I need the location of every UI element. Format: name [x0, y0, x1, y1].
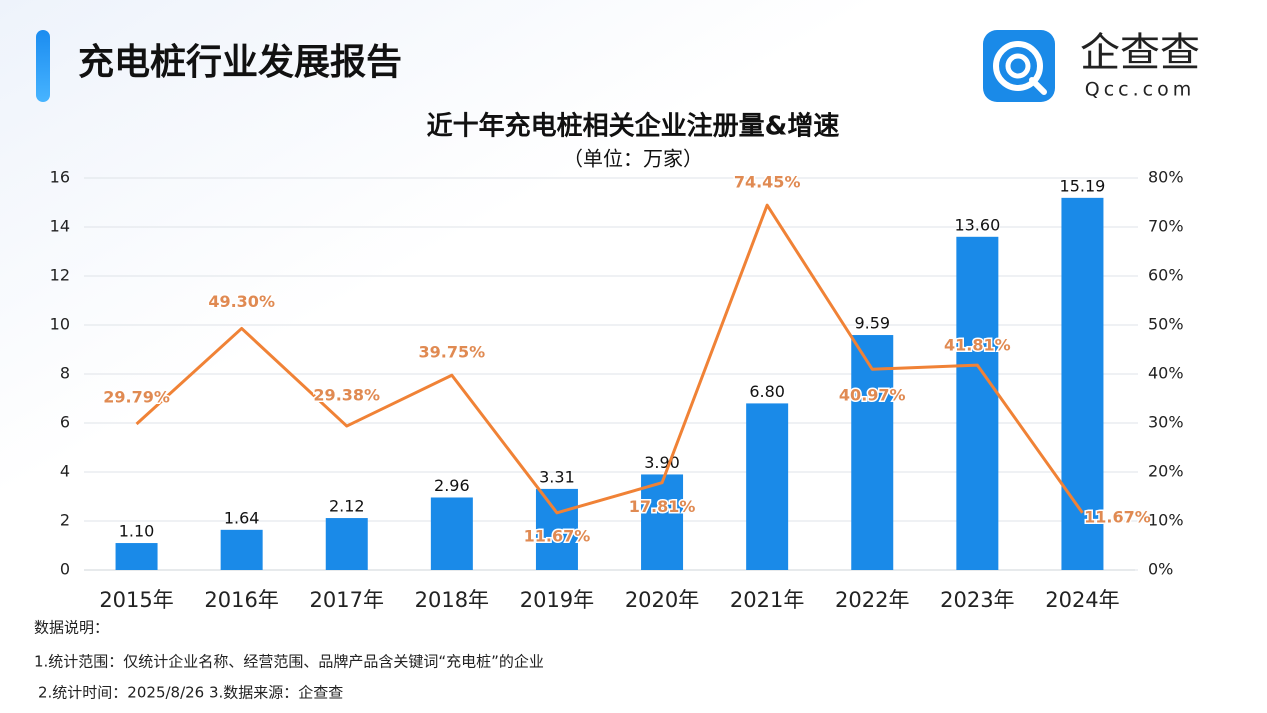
note-line: 1.统计范围：仅统计企业名称、经营范围、品牌产品含关键词“充电桩”的企业	[34, 653, 544, 671]
x-tick-label: 2022年	[835, 588, 909, 612]
bar	[746, 403, 789, 570]
bar-value-label: 3.31	[539, 467, 575, 486]
y2-tick-label: 60%	[1148, 266, 1184, 285]
y-tick-label: 10	[50, 315, 70, 334]
y-tick-label: 2	[60, 511, 70, 530]
y2-tick-label: 40%	[1148, 364, 1184, 383]
line-value-label: 39.75%	[419, 343, 486, 362]
y-tick-label: 4	[60, 462, 70, 481]
x-tick-label: 2020年	[625, 588, 699, 612]
bar-value-label: 13.60	[954, 215, 1000, 234]
y-tick-label: 16	[50, 168, 70, 187]
bar-value-label: 15.19	[1060, 176, 1106, 195]
logo-inner	[1005, 53, 1031, 79]
logo: 企查查 Qcc.com	[983, 30, 1200, 102]
y2-tick-label: 20%	[1148, 462, 1184, 481]
y2-tick-label: 50%	[1148, 315, 1184, 334]
logo-domain: Qcc.com	[1085, 79, 1195, 101]
x-tick-label: 2021年	[730, 588, 804, 612]
line-value-label: 41.81%	[944, 336, 1011, 355]
bar	[430, 497, 473, 570]
line-value-label: 11.67%	[524, 526, 591, 545]
bar	[115, 543, 158, 570]
line	[135, 203, 1084, 515]
logo-ring	[993, 41, 1043, 91]
note-line: 2.统计时间：2025/8/26 3.数据来源：企查查	[38, 684, 343, 702]
bar-value-label: 1.10	[119, 522, 155, 541]
accent-bar	[36, 30, 50, 102]
line-value-label: 29.38%	[313, 386, 380, 405]
bar	[641, 474, 684, 570]
bar-value-label: 2.12	[329, 497, 365, 516]
y2-tick-label: 70%	[1148, 217, 1184, 236]
y2-tick-label: 0%	[1148, 560, 1173, 579]
chart-title: 近十年充电桩相关企业注册量&增速	[427, 111, 840, 142]
bar	[851, 335, 894, 570]
logo-name: 企查查	[1080, 30, 1200, 76]
bar-value-label: 9.59	[854, 314, 890, 333]
bar-value-label: 3.90	[644, 453, 680, 472]
y-tick-label: 8	[60, 364, 70, 383]
y-tick-label: 12	[50, 266, 70, 285]
y2-tick-label: 80%	[1148, 168, 1184, 187]
chart-subtitle: （单位：万家）	[563, 147, 703, 171]
x-tick-label: 2015年	[99, 588, 173, 612]
bar	[956, 236, 999, 571]
x-tick-label: 2017年	[310, 588, 384, 612]
line-value-label: 11.67%	[1084, 507, 1151, 526]
y2-tick-label: 30%	[1148, 413, 1184, 432]
y-tick-label: 14	[50, 217, 70, 236]
bar-value-label: 1.64	[224, 508, 260, 527]
bar-value-label: 2.96	[434, 476, 470, 495]
x-tick-label: 2016年	[204, 588, 278, 612]
x-tick-label: 2018年	[415, 588, 489, 612]
bar	[535, 488, 578, 570]
y-tick-label: 0	[60, 560, 70, 579]
bar	[1061, 197, 1104, 570]
line-value-label: 49.30%	[208, 292, 275, 311]
line-value-label: 74.45%	[734, 173, 801, 192]
x-tick-label: 2019年	[520, 588, 594, 612]
logo-tail	[1029, 77, 1047, 95]
y-tick-label: 6	[60, 413, 70, 432]
line-value-label: 40.97%	[839, 386, 906, 405]
x-tick-label: 2024年	[1045, 588, 1119, 612]
line-value-label: 17.81%	[629, 497, 696, 516]
page-title: 充电桩行业发展报告	[78, 42, 402, 83]
note-heading: 数据说明：	[34, 619, 109, 637]
bar-value-label: 6.80	[749, 382, 785, 401]
y2-tick-label: 10%	[1148, 511, 1184, 530]
x-tick-label: 2023年	[940, 588, 1014, 612]
bar	[220, 529, 263, 570]
bar	[325, 518, 368, 570]
line-value-label: 29.79%	[103, 388, 170, 407]
